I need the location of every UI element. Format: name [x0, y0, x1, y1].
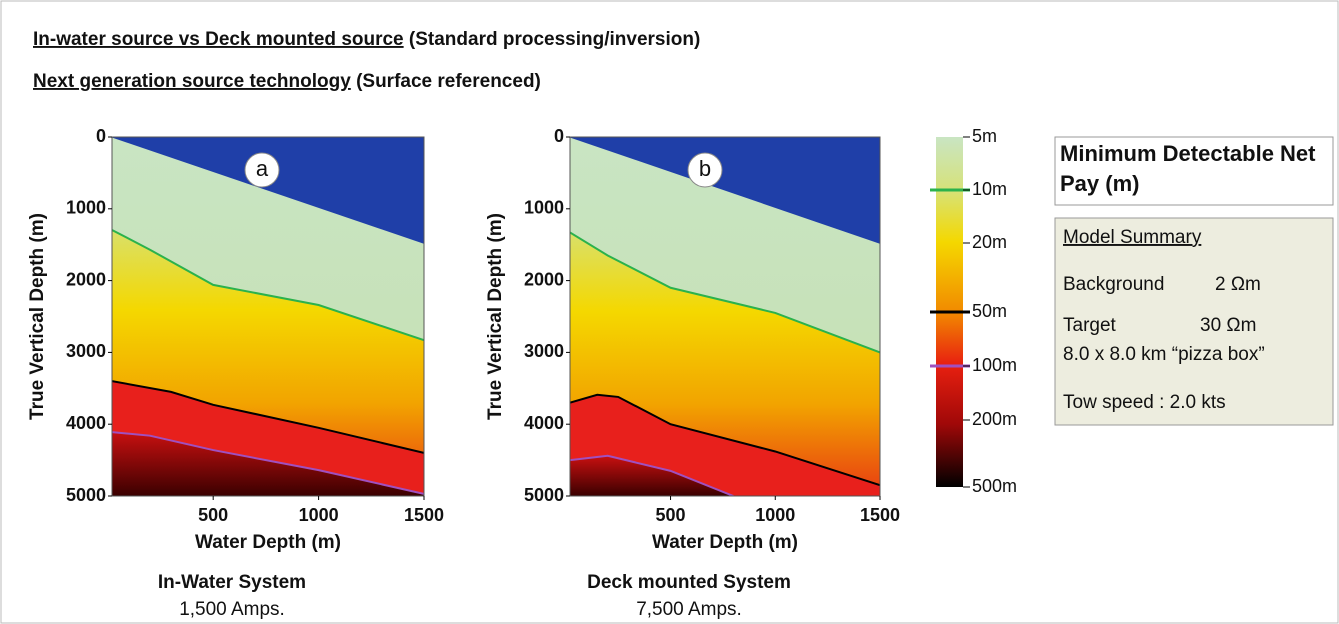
header-rest: (Standard processing/inversion) [404, 29, 701, 50]
x-tick-label: 1500 [404, 505, 444, 525]
contour-line [112, 380, 424, 454]
plot-area [112, 137, 424, 496]
colorbar-label: 20m [972, 232, 1007, 252]
region-boundary [111, 136, 425, 244]
summary-box [1054, 217, 1334, 426]
contour-line [112, 431, 424, 495]
header-underlined: In-water source vs Deck mounted source [33, 29, 404, 50]
contour-line [112, 229, 424, 342]
y-tick-label: 4000 [66, 413, 106, 433]
y-tick-label: 5000 [524, 485, 564, 505]
contour-line [570, 454, 734, 496]
y-tick-label: 3000 [66, 341, 106, 361]
x-tick-label: 500 [198, 505, 228, 525]
y-tick-label: 0 [96, 126, 106, 146]
region-boundary [569, 136, 881, 244]
panel-label: a [256, 156, 269, 181]
y-tick-label: 2000 [524, 269, 564, 289]
panel-label-bg [244, 152, 280, 188]
x-axis-title: Water Depth (m) [652, 532, 798, 553]
header-line-2: Next generation source technology (Surfa… [33, 71, 541, 92]
colorbar-label: 200m [972, 409, 1017, 429]
x-tick-label: 1000 [299, 505, 339, 525]
colorbar-label: 50m [972, 301, 1007, 321]
x-tick-label: 1000 [755, 505, 795, 525]
plot-area [570, 137, 880, 496]
panel-subcaption: 7,500 Amps. [636, 599, 742, 620]
plot-frame [111, 136, 425, 497]
legend-box [1054, 136, 1334, 206]
summary-value: 30 Ωm [1200, 315, 1256, 336]
header-line-1: In-water source vs Deck mounted source (… [33, 29, 700, 50]
colorbar-labels: 5m 10m 20m 50m 100m 200m 500m [963, 126, 1017, 496]
panel-label-bg [687, 152, 723, 188]
summary-title: Model Summary [1063, 227, 1202, 248]
y-tick-label: 5000 [66, 485, 106, 505]
summary-note: 8.0 x 8.0 km “pizza box” [1063, 344, 1265, 365]
color-region [112, 432, 424, 496]
panel-subcaption: 1,500 Amps. [179, 599, 285, 620]
y-axis-title: True Vertical Depth (m) [485, 213, 506, 420]
summary-tow: Tow speed : 2.0 kts [1063, 392, 1226, 413]
panel-caption: In-Water System [158, 572, 306, 593]
colorbar-label: 10m [972, 179, 1007, 199]
y-tick-label: 1000 [66, 198, 106, 218]
colorbar-label: 100m [972, 355, 1017, 375]
header-rest: (Surface referenced) [351, 71, 541, 92]
y-tick-label: 1000 [524, 198, 564, 218]
contour-line [570, 393, 880, 487]
colorbar-label: 5m [972, 126, 997, 146]
x-axis-title: Water Depth (m) [195, 532, 341, 553]
y-tick-label: 0 [554, 126, 564, 146]
x-tick-label: 500 [656, 505, 686, 525]
header-underlined: Next generation source technology [33, 71, 351, 92]
y-tick-label: 2000 [66, 269, 106, 289]
plot-frame [569, 136, 881, 497]
legend-title: Minimum Detectable Net Pay (m) [1060, 141, 1316, 196]
legend-title-wrap: Minimum Detectable Net Pay (m) [1060, 141, 1316, 196]
y-tick-label: 4000 [524, 413, 564, 433]
x-tick-label: 1500 [860, 505, 900, 525]
summary-key: Background [1063, 274, 1164, 295]
summary-key: Target [1063, 315, 1117, 336]
colorbar-label: 500m [972, 476, 1017, 496]
panel-label: b [699, 156, 711, 181]
panel-caption: Deck mounted System [587, 572, 791, 593]
summary-value: 2 Ωm [1215, 274, 1261, 295]
y-axis-title: True Vertical Depth (m) [27, 213, 48, 420]
y-tick-label: 3000 [524, 341, 564, 361]
contour-line [570, 231, 880, 354]
